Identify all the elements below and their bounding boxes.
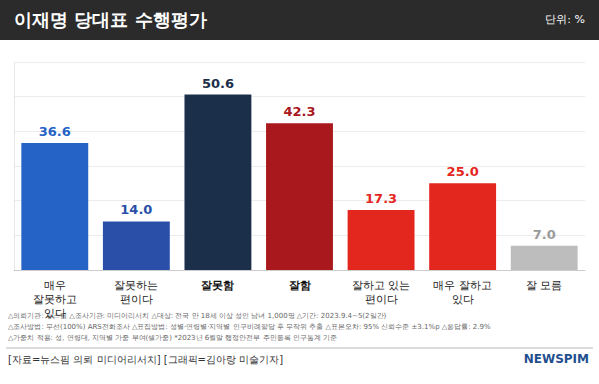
svg-text:있다: 있다 bbox=[44, 307, 66, 320]
svg-text:△의뢰기관: 뉴스핌 △조사기관: 미디어리서치 △대상:: △의뢰기관: 뉴스핌 △조사기관: 미디어리서치 △대상: 전국 만 18세 이… bbox=[8, 311, 387, 320]
svg-text:50.6: 50.6 bbox=[202, 76, 234, 91]
svg-text:매우 잘하고: 매우 잘하고 bbox=[433, 279, 492, 292]
svg-text:단위: %: 단위: % bbox=[545, 13, 585, 26]
svg-text:잘못함: 잘못함 bbox=[201, 279, 234, 292]
svg-text:매우: 매우 bbox=[44, 279, 66, 292]
svg-text:편이다: 편이다 bbox=[120, 293, 153, 306]
svg-text:NEWSPIM: NEWSPIM bbox=[524, 352, 589, 366]
svg-text:△조사방법: 무선(100%) ARS전화조사 △표집방법:: △조사방법: 무선(100%) ARS전화조사 △표집방법: 성별·연령별·지역… bbox=[8, 323, 491, 331]
svg-text:42.3: 42.3 bbox=[283, 104, 315, 119]
svg-text:있다: 있다 bbox=[452, 293, 474, 306]
svg-text:25.0: 25.0 bbox=[447, 164, 479, 179]
svg-text:잘하고 있는: 잘하고 있는 bbox=[352, 279, 411, 292]
svg-text:잘 모름: 잘 모름 bbox=[526, 279, 563, 292]
svg-text:잘못하고: 잘못하고 bbox=[33, 293, 77, 306]
svg-text:이재명 당대표 수행평가: 이재명 당대표 수행평가 bbox=[14, 9, 207, 30]
svg-text:편이다: 편이다 bbox=[365, 293, 398, 306]
svg-text:36.6: 36.6 bbox=[39, 124, 71, 139]
svg-text:잘못하는: 잘못하는 bbox=[114, 279, 158, 292]
svg-text:잘함: 잘함 bbox=[289, 279, 311, 292]
svg-text:△가중치 적용: 성, 연령대, 지역별 가중 부여(셀가중: △가중치 적용: 성, 연령대, 지역별 가중 부여(셀가중) *2023년 6… bbox=[8, 334, 337, 342]
svg-text:17.3: 17.3 bbox=[365, 191, 397, 206]
svg-text:7.0: 7.0 bbox=[533, 227, 556, 242]
svg-text:14.0: 14.0 bbox=[120, 202, 152, 217]
svg-text:[자료=뉴스핌 의뢰 미디어리서치] [그래픽=김아랑 미술: [자료=뉴스핌 의뢰 미디어리서치] [그래픽=김아랑 미술기자] bbox=[8, 354, 283, 365]
